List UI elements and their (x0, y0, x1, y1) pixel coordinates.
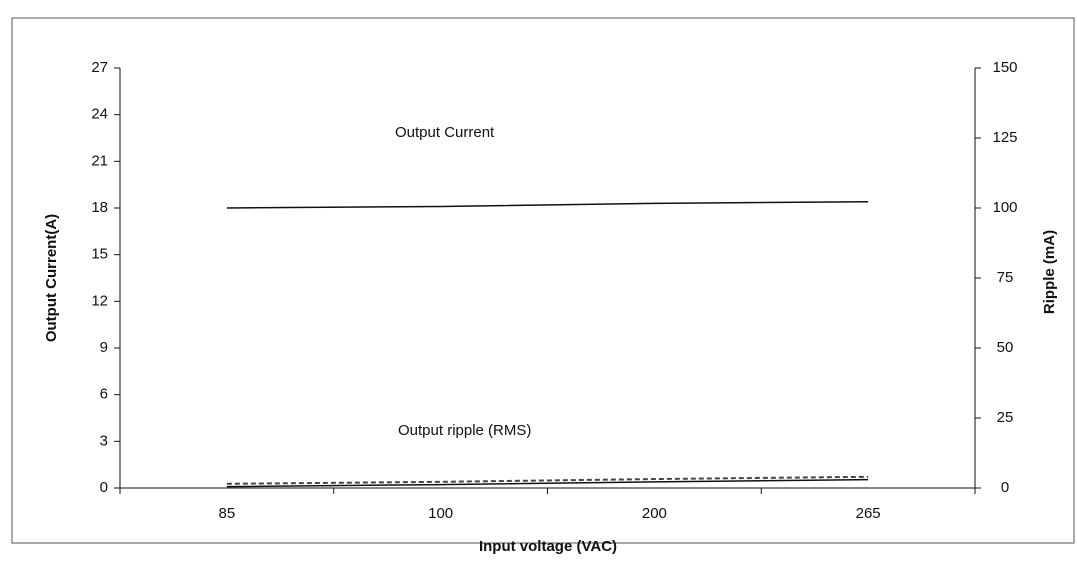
x-tick-label: 200 (642, 505, 667, 522)
y-tick-label: 0 (100, 479, 108, 496)
x-tick-label: 265 (856, 505, 881, 522)
frame (11, 17, 1075, 544)
x-axis-label: Input voltage (VAC) (479, 538, 617, 555)
x-tick-label: 100 (428, 505, 453, 522)
y2-tick-label: 25 (997, 409, 1014, 426)
y2-tick-label: 0 (1001, 479, 1009, 496)
annotation: Output Current (395, 124, 495, 141)
y2-tick-label: 125 (992, 129, 1017, 146)
y-axis-label: Output Current(A) (43, 214, 60, 342)
y2-tick-label: 75 (997, 269, 1014, 286)
series-line (226, 475, 869, 485)
y-tick-label: 3 (100, 432, 108, 449)
x-tick-label: 85 (219, 505, 236, 522)
y-tick-label: 6 (100, 386, 108, 403)
y-tick-label: 21 (91, 152, 108, 169)
y-tick-label: 15 (91, 246, 108, 263)
series-line (226, 478, 869, 488)
y2-tick-label: 100 (992, 199, 1017, 216)
y-tick-label: 27 (91, 59, 108, 76)
y-tick-label: 24 (91, 106, 108, 123)
y-tick-label: 18 (91, 199, 108, 216)
y2-tick-label: 50 (997, 339, 1014, 356)
series-line (226, 201, 869, 209)
y-tick-label: 9 (100, 339, 108, 356)
y2-axis-label: Ripple (mA) (1041, 230, 1058, 314)
y2-tick-label: 150 (992, 59, 1017, 76)
annotation: Output ripple (RMS) (398, 422, 531, 439)
y-tick-label: 12 (91, 292, 108, 309)
